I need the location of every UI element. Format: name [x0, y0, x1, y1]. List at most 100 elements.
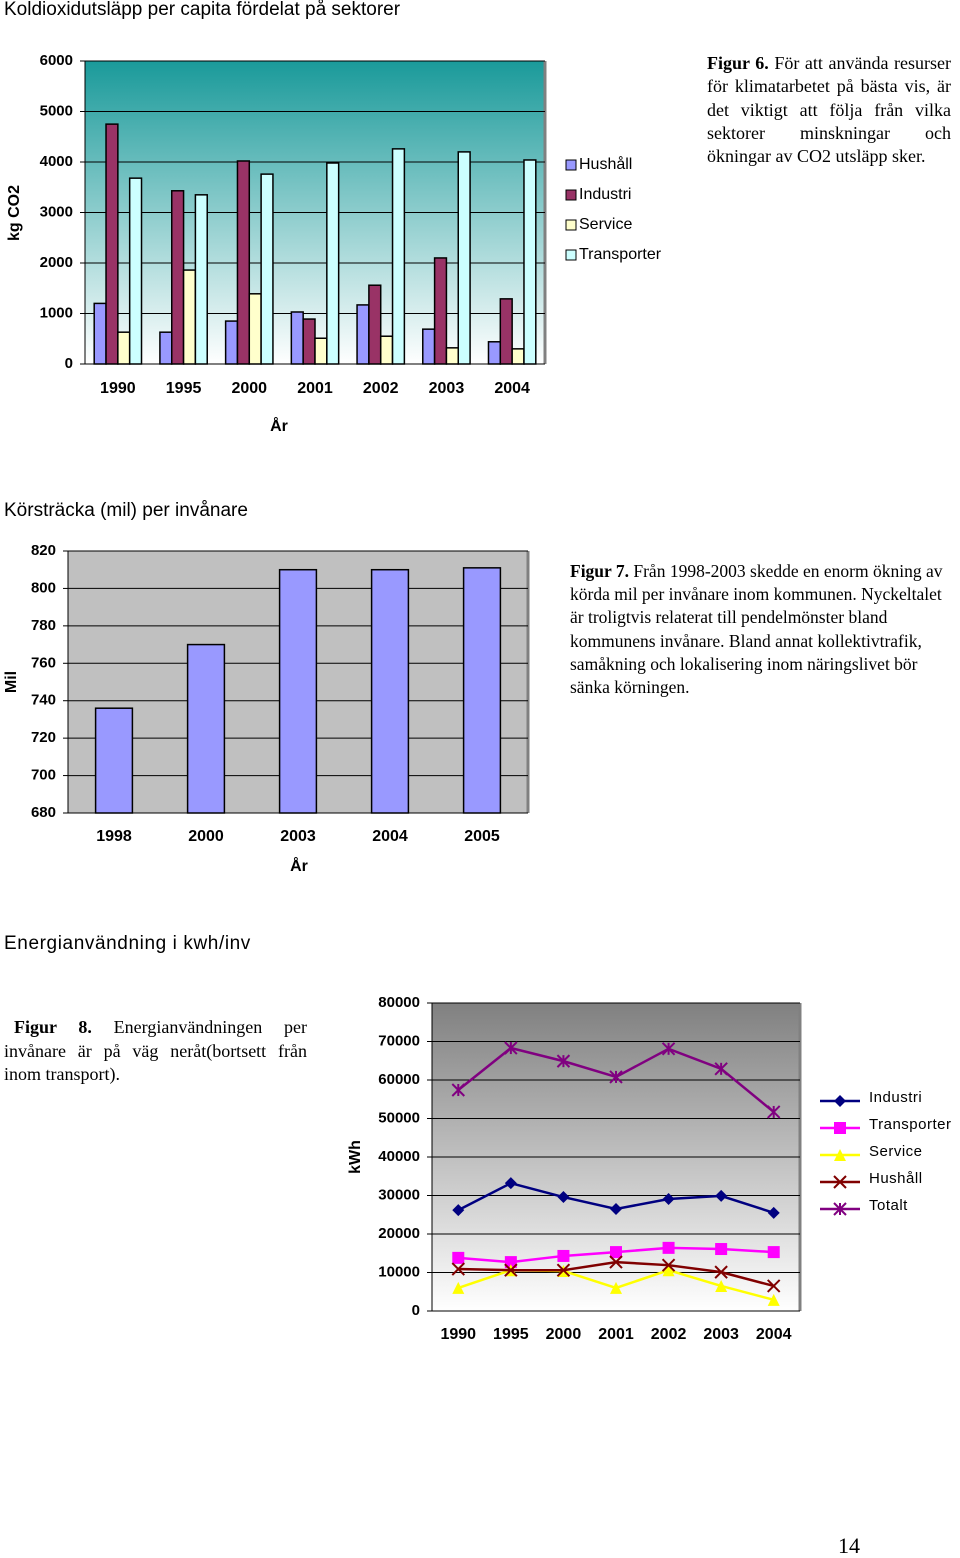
x-tick-label: 2004: [494, 380, 530, 397]
bar: [356, 304, 370, 365]
marker-stroke: [504, 1263, 518, 1277]
legend-label: Service: [579, 216, 632, 233]
y-tick-label: 4000: [40, 153, 73, 170]
bar: [224, 320, 239, 365]
bar: [445, 347, 460, 365]
legend-swatch: [565, 219, 577, 231]
x-tick-label: 1990: [440, 1326, 476, 1343]
point: [452, 1281, 465, 1294]
y-tick-label: 30000: [378, 1186, 420, 1203]
bar: [511, 348, 525, 365]
marker-stroke: [661, 1258, 676, 1272]
point: [767, 1206, 780, 1219]
bar: [236, 160, 251, 365]
point: [504, 1041, 518, 1055]
y-tick-label: 740: [31, 692, 56, 709]
y-tick-label: 780: [31, 617, 56, 634]
legend-label: Transporter: [869, 1116, 951, 1133]
x-tick-label: 2003: [703, 1326, 739, 1343]
point: [767, 1279, 781, 1293]
caption-label: Figur 7.: [570, 561, 629, 581]
bar: [93, 302, 107, 365]
bar: [462, 567, 502, 814]
y-tick-label: 1000: [40, 304, 73, 321]
point: [504, 1177, 517, 1190]
x-tick-label: 2005: [464, 828, 500, 845]
y-tick-label: 0: [65, 355, 73, 372]
y-axis-label: Mil: [3, 671, 20, 693]
y-tick-label: 3000: [40, 203, 73, 220]
caption-text: Från 1998-2003 skedde en enorm ökning av…: [570, 561, 943, 698]
y-tick-label: 10000: [378, 1263, 420, 1280]
point: [504, 1256, 517, 1269]
bar: [117, 331, 131, 365]
legend-marker: [833, 1175, 847, 1189]
legend-label: Service: [869, 1143, 923, 1160]
bar: [433, 257, 448, 365]
caption-label: Figur 8.: [14, 1017, 92, 1037]
point: [662, 1192, 675, 1205]
point: [452, 1251, 465, 1264]
legend-swatch: [565, 189, 577, 201]
bar: [194, 194, 208, 365]
point: [610, 1246, 622, 1259]
y-tick-label: 2000: [40, 254, 73, 271]
caption-text: Energianvändningen per invånare är på vä…: [4, 1017, 308, 1084]
bar: [159, 331, 173, 365]
point: [556, 1263, 571, 1277]
y-tick-label: 60000: [378, 1071, 420, 1088]
point: [610, 1281, 622, 1294]
legend-label: Industri: [579, 186, 631, 203]
point: [557, 1191, 570, 1204]
point: [609, 1255, 623, 1269]
y-tick-label: 50000: [378, 1109, 420, 1126]
point: [714, 1265, 728, 1279]
caption: Figur 6. För att använda resurser för kl…: [707, 52, 951, 168]
x-tick-label: 2001: [297, 380, 333, 397]
point: [504, 1263, 518, 1277]
y-tick-label: 5000: [40, 102, 73, 119]
x-tick-label: 2000: [546, 1326, 582, 1343]
point: [767, 1246, 780, 1259]
bar: [422, 328, 436, 365]
bar: [170, 190, 185, 365]
marker-stroke: [714, 1265, 728, 1279]
point: [767, 1293, 780, 1306]
point: [767, 1105, 781, 1119]
point: [661, 1042, 676, 1056]
legend-label: Totalt: [869, 1197, 908, 1214]
bar: [302, 318, 316, 365]
y-axis-label: kg CO2: [6, 185, 23, 241]
bar: [368, 284, 382, 365]
bar: [186, 643, 226, 814]
chart-title: Energianvändning i kwh/inv: [4, 933, 251, 954]
bar: [370, 568, 410, 814]
point: [662, 1241, 675, 1254]
legend-label: Industri: [869, 1089, 922, 1106]
x-axis-label: År: [270, 416, 288, 435]
bar: [499, 298, 513, 365]
bar: [314, 337, 328, 365]
legend-label: Transporter: [579, 246, 662, 263]
y-tick-label: 6000: [40, 52, 73, 69]
y-tick-label: 70000: [378, 1032, 420, 1049]
y-tick-label: 720: [31, 729, 56, 746]
y-tick-label: 80000: [378, 994, 420, 1011]
point: [610, 1202, 622, 1215]
x-tick-label: 1998: [96, 828, 132, 845]
y-tick-label: 820: [31, 542, 56, 559]
caption-text: För att använda resurser för klimatarbet…: [707, 53, 951, 167]
legend-swatch: [565, 249, 577, 261]
x-tick-label: 2000: [188, 828, 224, 845]
x-tick-label: 1990: [100, 380, 136, 397]
bar: [487, 341, 502, 365]
marker-stroke: [609, 1255, 623, 1269]
legend-swatch: [565, 159, 577, 171]
y-tick-label: 40000: [378, 1148, 420, 1165]
y-tick-label: 800: [31, 579, 56, 596]
point: [662, 1264, 675, 1277]
x-axis-label: År: [290, 856, 308, 875]
bar: [94, 707, 134, 814]
marker-stroke: [556, 1263, 571, 1277]
point: [556, 1054, 571, 1068]
